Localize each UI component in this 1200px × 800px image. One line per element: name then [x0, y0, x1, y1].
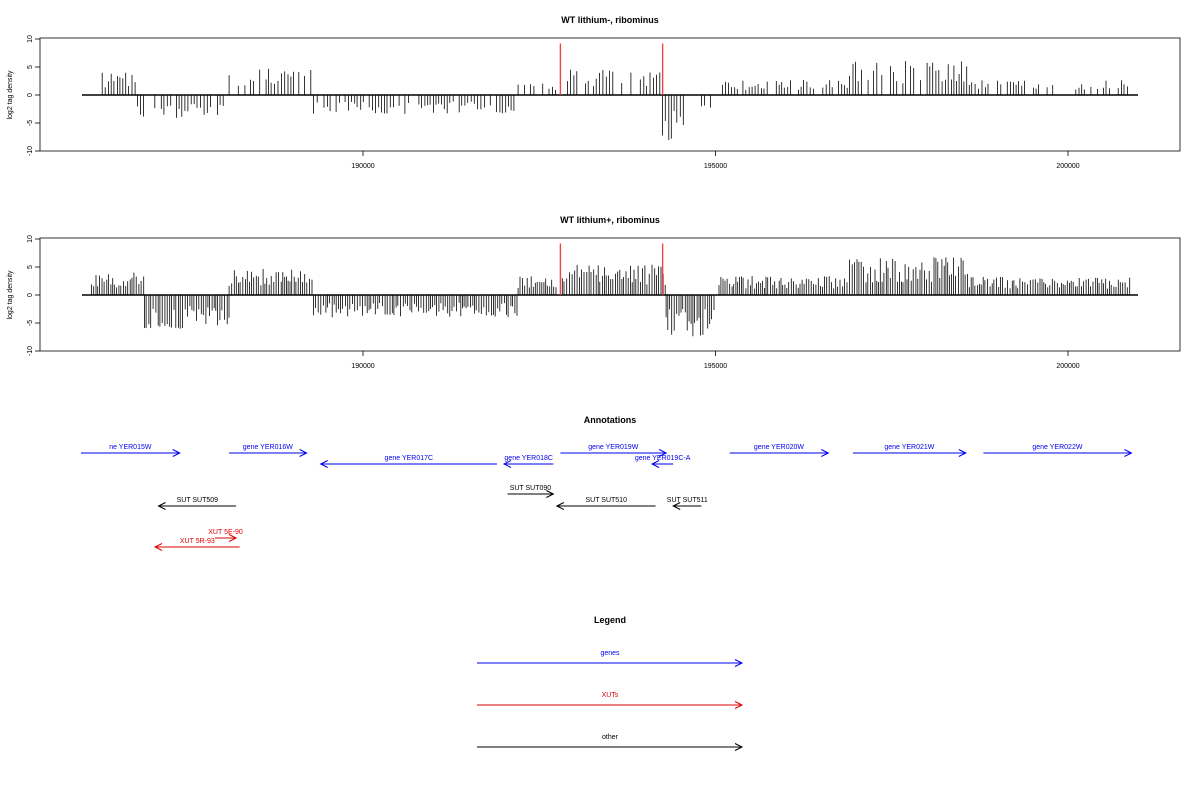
- annotation-other: SUT SUT090: [507, 485, 555, 498]
- annotation-label: SUT SUT090: [510, 485, 552, 492]
- annotation-gene: gene YER017C: [319, 455, 497, 468]
- annotation-label: gene YER021W: [884, 444, 934, 451]
- annotation-gene: gene YER018C: [502, 455, 554, 468]
- annotation-label: gene YER020W: [754, 444, 804, 451]
- x-tick-label: 200000: [1056, 363, 1079, 370]
- x-tick-label: 195000: [704, 163, 727, 170]
- y-tick-label: -5: [27, 120, 34, 126]
- x-tick-label: 200000: [1056, 163, 1079, 170]
- panel-1-ylabel: log2 tag density: [7, 70, 14, 120]
- legend-title: Legend: [594, 615, 626, 625]
- panel-1-title: WT lithium-, ribominus: [561, 15, 659, 25]
- legend-label: XUTs: [602, 692, 619, 699]
- annotation-label: gene YER017C: [385, 455, 434, 462]
- legend-item-other: other: [477, 734, 744, 751]
- annotation-gene: gene YER022W: [983, 444, 1133, 457]
- panel-2: WT lithium+, ribominus -10 -5 0 5 10 190000 19…: [7, 215, 1181, 370]
- annotation-gene: gene YER020W: [729, 444, 830, 457]
- x-tick-label: 190000: [351, 363, 374, 370]
- legend-label: other: [602, 734, 619, 741]
- legend-items: genes XUTs other: [477, 650, 744, 751]
- annotation-label: gene YER019C-A: [635, 455, 691, 462]
- panel-1: WT lithium-, ribominus -10 -5 0 5 10 190000 19…: [7, 15, 1181, 170]
- annotation-label: gene YER022W: [1032, 444, 1082, 451]
- panel-2-bars: [82, 243, 1138, 337]
- legend-item-xut: XUTs: [477, 692, 744, 709]
- panel-1-axes: -10 -5 0 5 10 190000 195000 200000: [27, 35, 1080, 170]
- y-tick-label: -10: [27, 146, 34, 156]
- annotation-label: XUT 5R-93: [180, 538, 215, 545]
- legend-label: genes: [600, 650, 620, 657]
- panel-2-axes: -10 -5 0 5 10 190000 195000 200000: [27, 235, 1080, 370]
- x-tick-label: 195000: [704, 363, 727, 370]
- annotation-label: ne YER015W: [109, 444, 152, 451]
- panel-1-bars: [82, 43, 1138, 141]
- annotation-features: ne YER015W gene YER016W gene YER017C gene Y…: [81, 444, 1133, 551]
- y-tick-label: -10: [27, 346, 34, 356]
- x-tick-label: 190000: [351, 163, 374, 170]
- y-tick-label: 5: [27, 265, 34, 269]
- annotations: Annotations ne YER015W gene YER016W gene Y…: [81, 415, 1133, 551]
- annotation-label: XUT 5E-90: [208, 529, 243, 536]
- annotation-label: SUT SUT509: [177, 497, 219, 504]
- annotation-xut: XUT 5R-93: [153, 538, 240, 551]
- annotation-gene: gene YER019C-A: [635, 455, 691, 468]
- y-tick-label: 10: [27, 235, 34, 243]
- legend-item-gene: genes: [477, 650, 744, 667]
- panel-1-frame: [39, 37, 1181, 152]
- annotation-other: SUT SUT510: [555, 497, 656, 510]
- y-tick-label: -5: [27, 320, 34, 326]
- annotation-label: SUT SUT511: [667, 497, 708, 504]
- annotation-gene: gene YER021W: [852, 444, 967, 457]
- annotation-gene: gene YER016W: [229, 444, 308, 457]
- annotation-label: gene YER019W: [588, 444, 638, 451]
- annotation-other: SUT SUT511: [667, 497, 708, 510]
- annotation-other: SUT SUT509: [157, 497, 237, 510]
- legend: Legend genes XUTs other: [477, 615, 744, 751]
- annotation-gene: gene YER019W: [560, 444, 668, 457]
- panel-2-title: WT lithium+, ribominus: [560, 215, 660, 225]
- y-tick-label: 0: [27, 93, 34, 97]
- annotation-label: gene YER018C: [504, 455, 553, 462]
- annotation-label: SUT SUT510: [585, 497, 627, 504]
- panel-2-ylabel: log2 tag density: [7, 270, 14, 320]
- y-tick-label: 0: [27, 293, 34, 297]
- annotation-gene: ne YER015W: [81, 444, 181, 457]
- annotation-label: gene YER016W: [243, 444, 293, 451]
- annotation-xut: XUT 5E-90: [208, 529, 243, 542]
- y-tick-label: 10: [27, 35, 34, 43]
- panel-2-frame: [39, 237, 1181, 352]
- annotations-title: Annotations: [584, 415, 637, 425]
- y-tick-label: 5: [27, 65, 34, 69]
